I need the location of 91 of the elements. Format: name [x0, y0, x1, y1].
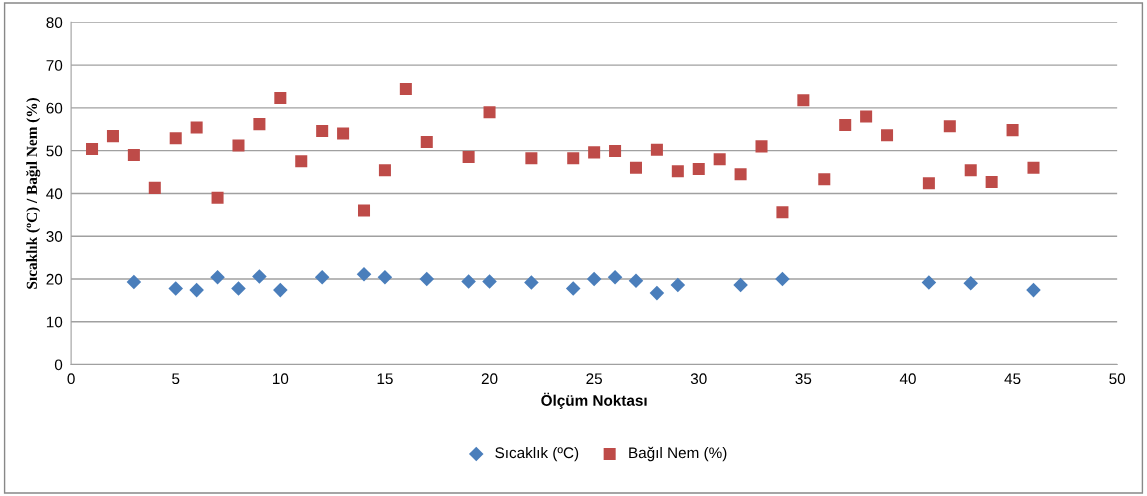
- point: [356, 267, 372, 282]
- point: [1026, 282, 1041, 298]
- point: [1006, 124, 1019, 137]
- x-tick-label: 35: [795, 373, 812, 385]
- point: [148, 181, 161, 194]
- point: [881, 129, 894, 142]
- point: [649, 285, 665, 301]
- point: [524, 275, 539, 290]
- point: [922, 177, 935, 190]
- y-tick-label: 80: [46, 17, 63, 29]
- point: [378, 164, 391, 177]
- point: [232, 139, 245, 152]
- point: [755, 140, 768, 153]
- legend-label: Sıcaklık (ºC): [495, 446, 579, 462]
- point: [86, 142, 99, 155]
- point: [776, 206, 789, 219]
- point: [734, 168, 747, 181]
- point: [210, 270, 225, 285]
- point: [692, 163, 705, 176]
- y-tick-label: 50: [46, 145, 63, 157]
- point: [713, 153, 726, 166]
- point: [985, 175, 998, 188]
- point: [106, 130, 119, 143]
- point: [211, 191, 224, 204]
- y-tick-label: 70: [46, 59, 63, 71]
- y-tick-label: 60: [46, 102, 63, 114]
- x-tick-label: 20: [481, 373, 498, 385]
- point: [964, 164, 977, 177]
- point: [943, 120, 956, 133]
- point: [274, 92, 287, 105]
- point: [253, 118, 266, 131]
- point: [586, 271, 602, 287]
- x-tick-label: 30: [690, 373, 707, 385]
- point: [314, 270, 330, 285]
- point: [733, 277, 748, 293]
- point: [252, 269, 267, 284]
- point: [420, 136, 433, 149]
- point: [921, 275, 937, 290]
- point: [860, 110, 873, 123]
- point: [588, 146, 601, 159]
- point: [358, 204, 371, 217]
- y-tick-label: 10: [46, 316, 63, 328]
- point: [797, 94, 810, 107]
- point: [525, 152, 538, 165]
- point: [337, 127, 350, 140]
- point: [650, 143, 663, 156]
- point: [189, 282, 204, 298]
- y-axis-title: Sıcaklık (ºC) / Bağıl Nem (%): [26, 98, 41, 289]
- x-tick-label: 45: [1004, 373, 1021, 385]
- point: [168, 281, 183, 296]
- point: [462, 151, 475, 164]
- point: [818, 173, 831, 186]
- point: [775, 271, 790, 287]
- point: [126, 274, 142, 290]
- point: [609, 145, 622, 158]
- point: [399, 83, 412, 96]
- point: [127, 148, 140, 161]
- point: [295, 155, 308, 168]
- x-tick-label: 25: [586, 373, 602, 385]
- point: [963, 275, 979, 291]
- point: [482, 274, 497, 289]
- point: [670, 277, 686, 293]
- point: [671, 165, 684, 178]
- point: [839, 118, 852, 132]
- point: [1027, 161, 1040, 174]
- point: [628, 273, 644, 288]
- x-tick-label: 15: [377, 373, 393, 385]
- x-tick-label: 10: [273, 373, 289, 385]
- point: [316, 124, 329, 137]
- point: [461, 274, 476, 289]
- point: [565, 281, 581, 296]
- point: [419, 271, 435, 287]
- legend-label: Bağıl Nem (%): [629, 446, 727, 462]
- x-tick-label: 40: [899, 373, 916, 385]
- y-tick-label: 30: [46, 231, 63, 242]
- point: [629, 161, 642, 174]
- x-tick-label: 50: [1109, 373, 1126, 385]
- point: [483, 106, 496, 119]
- y-tick-label: 40: [46, 188, 63, 200]
- point: [567, 152, 580, 165]
- y-tick-label: 0: [54, 359, 63, 371]
- x-tick-label: 5: [172, 373, 180, 385]
- point: [169, 132, 182, 145]
- point: [273, 282, 288, 298]
- point: [607, 270, 623, 285]
- point: [190, 121, 203, 134]
- point: [377, 270, 393, 285]
- x-axis-title: Ölçüm Noktası: [541, 392, 647, 409]
- x-tick-label: 0: [67, 373, 75, 385]
- y-tick-label: 20: [46, 273, 63, 285]
- point: [231, 281, 246, 296]
